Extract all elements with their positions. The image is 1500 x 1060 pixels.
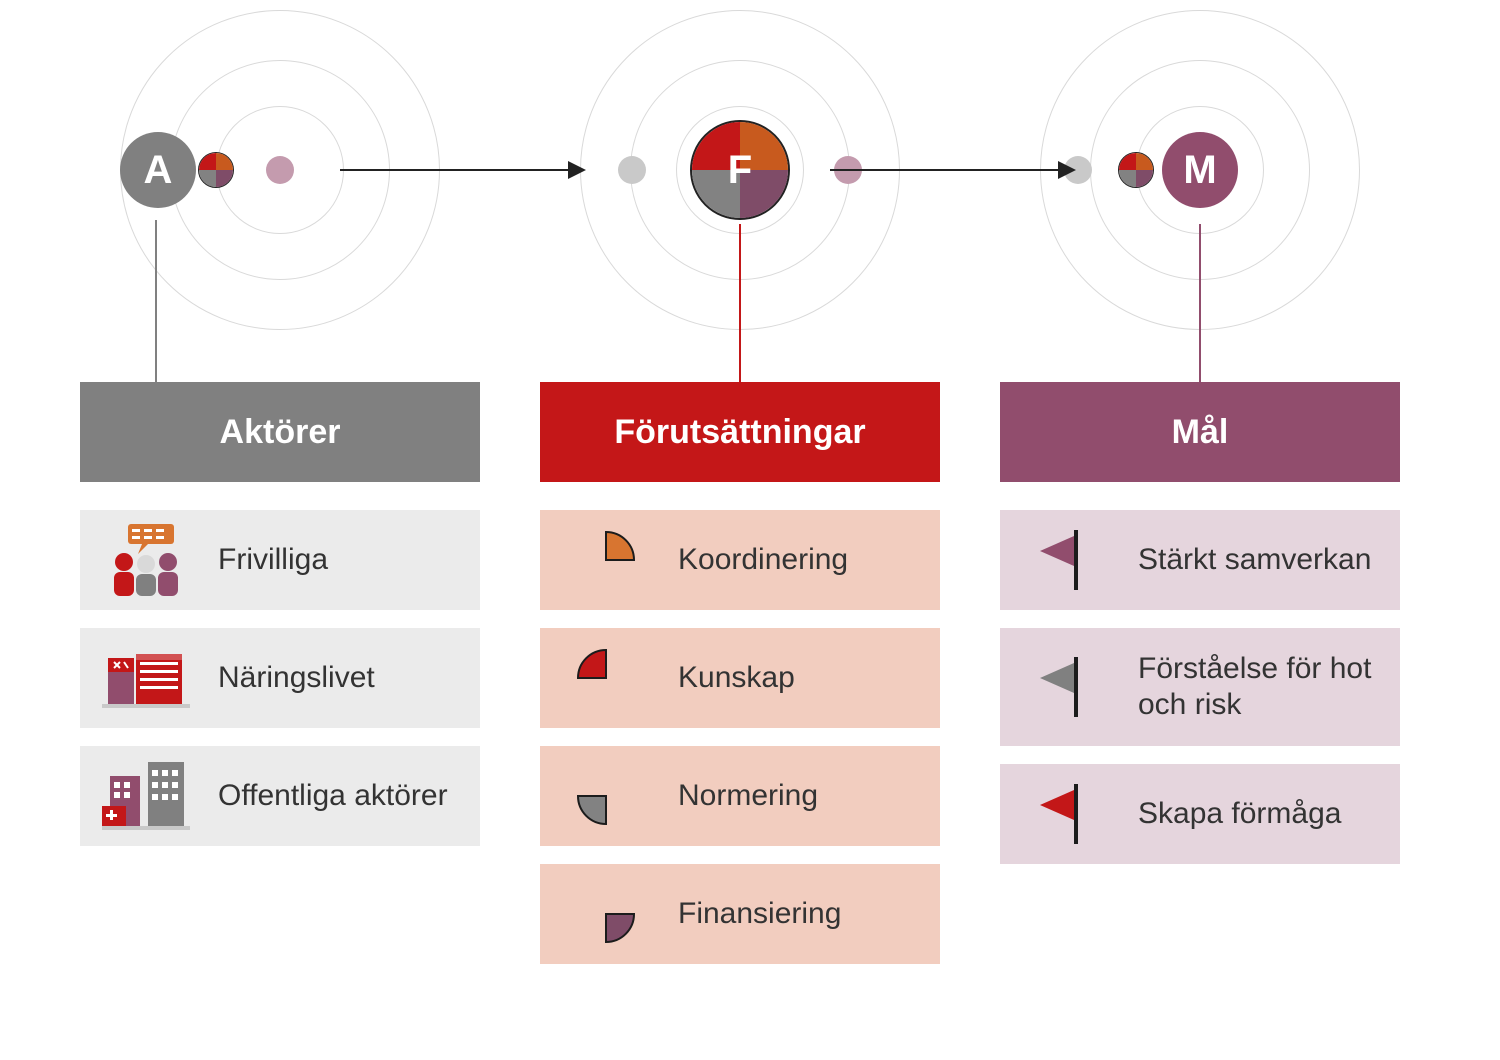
column-header-label: Förutsättningar bbox=[614, 413, 865, 452]
factory-icon bbox=[102, 642, 190, 714]
list-item-label: Kunskap bbox=[678, 660, 918, 696]
arrow bbox=[340, 169, 570, 171]
list-item-label: Skapa förmåga bbox=[1138, 796, 1378, 832]
list-item-label: Koordinering bbox=[678, 542, 918, 578]
list-item-label: Offentliga aktörer bbox=[218, 778, 458, 814]
column-header: Förutsättningar bbox=[540, 382, 940, 482]
column-header-label: Mål bbox=[1172, 413, 1229, 452]
list-item-label: Frivilliga bbox=[218, 542, 458, 578]
list-item: Frivilliga bbox=[80, 510, 480, 610]
connector-line bbox=[1199, 224, 1201, 382]
column-header: Mål bbox=[1000, 382, 1400, 482]
list-item: Skapa förmåga bbox=[1000, 764, 1400, 864]
arrowhead-icon bbox=[1058, 161, 1076, 179]
hub-F-letter: F bbox=[690, 120, 790, 220]
hub-A-dot bbox=[266, 156, 294, 184]
list-item: Koordinering bbox=[540, 510, 940, 610]
list-item-label: Finansiering bbox=[678, 896, 918, 932]
wedge-q3-icon bbox=[576, 766, 636, 826]
flag-icon bbox=[1036, 530, 1096, 590]
list-item: Stärkt samverkan bbox=[1000, 510, 1400, 610]
hub-A-quad-icon bbox=[198, 152, 234, 188]
diagram-canvas: A F M Aktörer Frivilliga bbox=[0, 0, 1500, 1060]
list-item-label: Näringslivet bbox=[218, 660, 458, 696]
arrow bbox=[830, 169, 1060, 171]
list-item: Kunskap bbox=[540, 628, 940, 728]
buildings-icon bbox=[102, 760, 190, 832]
list-item-label: Stärkt samverkan bbox=[1138, 542, 1378, 578]
column-header-label: Aktörer bbox=[220, 413, 341, 452]
list-item: Förståelse för hot och risk bbox=[1000, 628, 1400, 746]
list-item: Näringslivet bbox=[80, 628, 480, 728]
list-item: Offentliga aktörer bbox=[80, 746, 480, 846]
list-item: Normering bbox=[540, 746, 940, 846]
wedge-q1-icon bbox=[576, 530, 636, 590]
hub-A-letter: A bbox=[120, 132, 196, 208]
connector-line bbox=[155, 220, 157, 382]
list-item-label: Normering bbox=[678, 778, 918, 814]
wedge-q2-icon bbox=[576, 648, 636, 708]
wedge-q4-icon bbox=[576, 884, 636, 944]
hub-M-quad-icon bbox=[1118, 152, 1154, 188]
column-header: Aktörer bbox=[80, 382, 480, 482]
hub-M-letter: M bbox=[1162, 132, 1238, 208]
flag-icon bbox=[1036, 657, 1096, 717]
arrowhead-icon bbox=[568, 161, 586, 179]
list-item-label: Förståelse för hot och risk bbox=[1138, 651, 1378, 723]
list-item: Finansiering bbox=[540, 864, 940, 964]
people-icon bbox=[102, 524, 190, 596]
hub-F-dot-left bbox=[618, 156, 646, 184]
flag-icon bbox=[1036, 784, 1096, 844]
connector-line bbox=[739, 224, 741, 382]
